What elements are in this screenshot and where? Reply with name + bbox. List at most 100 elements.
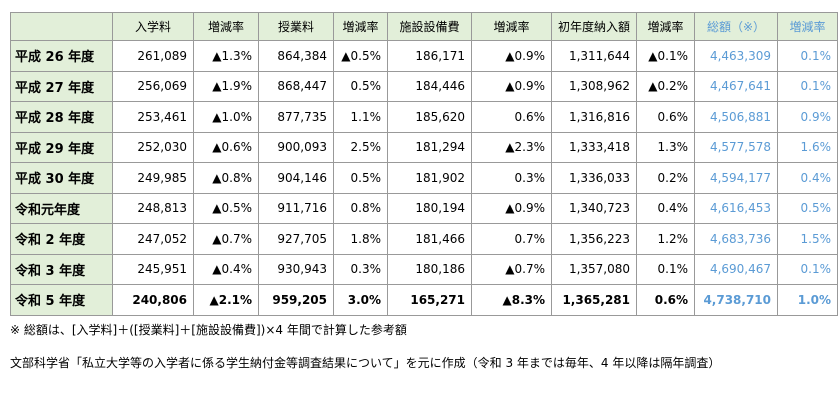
cell: 4,690,467 [694,253,779,285]
cell: 1.5% [777,223,839,255]
cell: 1,365,281 [550,284,638,316]
cell: 261,089 [112,40,194,72]
header-cell: 増減率 [636,12,696,41]
cell: 186,171 [387,40,472,72]
cell: 4,683,736 [694,223,779,255]
cell: 0.6% [636,101,696,133]
cell: ▲0.9% [471,40,552,72]
cell: 0.5% [777,192,839,224]
cell: 1,356,223 [550,223,638,255]
cell: 248,813 [112,192,194,224]
cell: ▲1.3% [193,40,259,72]
cell: 900,093 [258,131,334,163]
header-cell: 総額（※） [694,12,779,41]
cell: ▲2.3% [471,131,552,163]
cell: ▲0.4% [193,253,259,285]
cell: ▲0.8% [193,162,259,194]
cell: 181,902 [387,162,472,194]
cell: 1,357,080 [550,253,638,285]
cell: 1.1% [333,101,388,133]
row: 平成 26 年度 261,089 ▲1.3% 864,384 ▲0.5% 186,171 ▲… [10,40,839,72]
cell: 0.3% [333,253,388,285]
row: 平成 27 年度 256,069 ▲1.9% 868,447 0.5% 184,446 ▲0… [10,70,839,102]
cell: 0.7% [471,223,552,255]
header-cell: 増減率 [193,12,259,41]
row: 令和 5 年度 240,806 ▲2.1% 959,205 3.0% 165,271 ▲8.… [10,284,839,316]
header-cell [10,12,113,41]
header-cell: 授業料 [258,12,334,41]
cell: ▲0.5% [193,192,259,224]
row-label: 平成 26 年度 [10,40,113,72]
row-label: 令和 3 年度 [10,253,113,285]
cell: 253,461 [112,101,194,133]
cell: 185,620 [387,101,472,133]
cell: ▲0.9% [471,192,552,224]
cell: 0.5% [333,162,388,194]
cell: 4,616,453 [694,192,779,224]
row-label: 平成 28 年度 [10,101,113,133]
row: 平成 29 年度 252,030 ▲0.6% 900,093 2.5% 181,294 ▲2… [10,131,839,163]
header-cell: 増減率 [471,12,552,41]
cell: 4,738,710 [694,284,779,316]
cell: 4,467,641 [694,70,779,102]
header-cell: 増減率 [777,12,839,41]
cell: 181,466 [387,223,472,255]
row-label: 令和 5 年度 [10,284,113,316]
cell: 877,735 [258,101,334,133]
cell: 0.1% [636,253,696,285]
note: ※ 総額は、[入学料]＋([授業料]＋[施設設備費])×4 年間で計算した参考額 [10,323,407,337]
cell: 927,705 [258,223,334,255]
cell: 1.6% [777,131,839,163]
cell: 252,030 [112,131,194,163]
cell: 4,594,177 [694,162,779,194]
row: 令和 3 年度 245,951 ▲0.4% 930,943 0.3% 180,186 ▲0.… [10,253,839,285]
cell: 959,205 [258,284,334,316]
cell: 256,069 [112,70,194,102]
cell: 4,463,309 [694,40,779,72]
cell: 864,384 [258,40,334,72]
cell: ▲0.7% [471,253,552,285]
cell: ▲0.2% [636,70,696,102]
cell: 4,577,578 [694,131,779,163]
note: 文部科学省「私立大学等の入学者に係る学生納付金等調査結果について」を元に作成（令… [10,356,721,370]
cell: 3.0% [333,284,388,316]
cell: 245,951 [112,253,194,285]
cell: ▲0.6% [193,131,259,163]
row-label: 令和 2 年度 [10,223,113,255]
cell: 911,716 [258,192,334,224]
cell: ▲0.7% [193,223,259,255]
cell: 930,943 [258,253,334,285]
cell: 1,333,418 [550,131,638,163]
cell: 184,446 [387,70,472,102]
cell: 1,311,644 [550,40,638,72]
cell: 868,447 [258,70,334,102]
cell: 247,052 [112,223,194,255]
cell: 4,506,881 [694,101,779,133]
cell: 240,806 [112,284,194,316]
cell: ▲0.5% [333,40,388,72]
cell: 1,316,816 [550,101,638,133]
cell: 0.9% [777,101,839,133]
cell: 1.0% [777,284,839,316]
cell: 0.4% [636,192,696,224]
cell: 2.5% [333,131,388,163]
cell: ▲2.1% [193,284,259,316]
row: 令和 2 年度 247,052 ▲0.7% 927,705 1.8% 181,466 0.7… [10,223,839,255]
header-cell: 入学料 [112,12,194,41]
cell: 0.1% [777,253,839,285]
cell: 180,194 [387,192,472,224]
cell: 180,186 [387,253,472,285]
row-label: 平成 30 年度 [10,162,113,194]
cell: 165,271 [387,284,472,316]
cell: 0.1% [777,40,839,72]
cell: 1.2% [636,223,696,255]
cell: 1,336,033 [550,162,638,194]
cell: 904,146 [258,162,334,194]
row-label: 平成 27 年度 [10,70,113,102]
cell: 0.2% [636,162,696,194]
cell: 0.3% [471,162,552,194]
cell: ▲1.0% [193,101,259,133]
cell: 0.5% [333,70,388,102]
row: 平成 30 年度 249,985 ▲0.8% 904,146 0.5% 181,902 0.… [10,162,839,194]
